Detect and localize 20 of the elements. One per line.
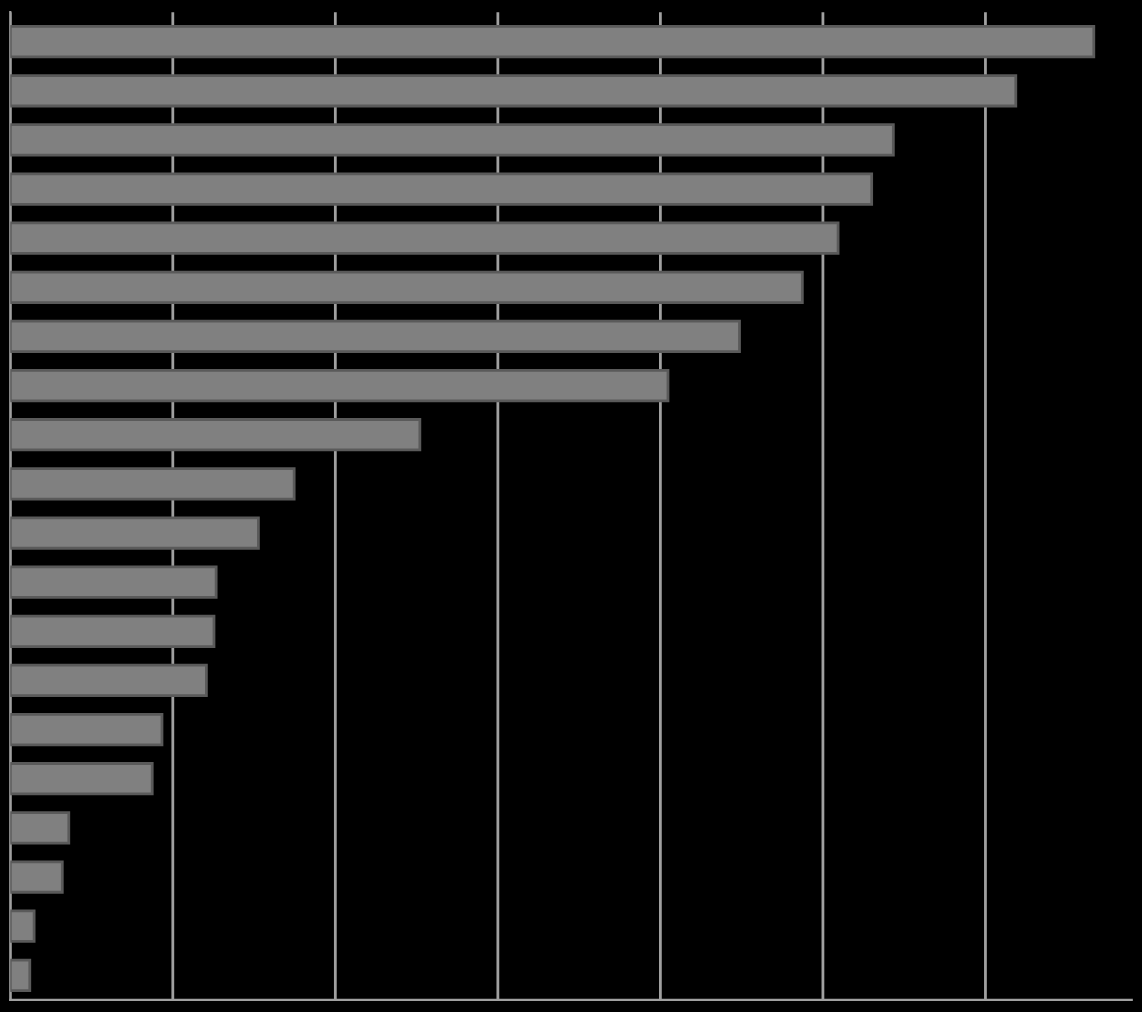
bar [10,909,36,943]
bar [10,516,260,550]
bar [10,270,804,304]
bar [10,762,154,796]
bar [10,467,296,501]
bar [10,712,164,747]
bar [10,663,208,698]
bar [10,368,670,403]
bar [10,123,895,157]
bar [10,172,874,206]
bar [10,221,840,255]
bar [10,811,71,845]
bar [10,74,1018,108]
bar [10,860,64,894]
bar [10,319,741,354]
bar [10,565,218,599]
bar [10,418,422,452]
bar [10,614,216,648]
bar [10,958,32,992]
bar [10,25,1096,59]
